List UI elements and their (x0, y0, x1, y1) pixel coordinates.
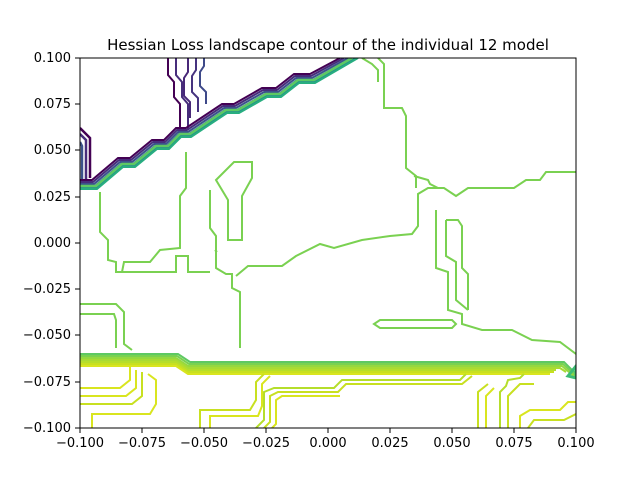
contour-purple-peak-1 (167, 58, 181, 132)
contour-horizontal-2 (80, 355, 576, 377)
y-tick-label-7: 0.075 (34, 97, 71, 112)
contour-green-center (235, 171, 576, 277)
contour-horizontal-1 (80, 353, 576, 375)
contour-right-edge (565, 363, 576, 380)
contour-horizontal-5 (80, 361, 556, 371)
contour-green-inner-2 (209, 190, 241, 348)
x-tick-label-2: −0.050 (180, 436, 228, 451)
contour-green-right-1 (435, 210, 576, 355)
y-tick-label-2: −0.050 (23, 328, 71, 343)
contour-left-purple-3 (80, 141, 84, 180)
contour-yellow-8 (263, 375, 473, 428)
x-tick-label-1: −0.075 (118, 436, 166, 451)
x-tick-label-6: 0.050 (433, 436, 470, 451)
contour-yellow-1 (80, 366, 131, 389)
contour-yellow-2 (80, 370, 137, 397)
x-tick-label-0: −0.100 (56, 436, 104, 451)
contour-yellow-10 (477, 383, 489, 428)
contour-green-top-3 (413, 175, 439, 189)
contour-purple-peak-5 (199, 58, 207, 104)
contour-yellow-13 (507, 383, 534, 428)
contour-green-top-2 (361, 58, 379, 82)
contour-yellow-11 (485, 387, 495, 428)
contour-green-center-dot (214, 249, 218, 253)
contour-horizontal-3 (80, 357, 576, 379)
contour-diagonal-1 (80, 58, 341, 181)
x-tick-label-4: 0.000 (309, 436, 346, 451)
chart-title: Hessian Loss landscape contour of the in… (107, 36, 549, 54)
contour-purple-peak-2 (175, 58, 189, 130)
contour-green-right-3 (446, 219, 469, 310)
contour-yellow-4 (91, 373, 157, 428)
contour-green-inner-1 (214, 161, 253, 241)
contour-diagonal-2 (80, 58, 345, 183)
contour-left-purple-2 (80, 133, 88, 180)
x-axis: −0.100 −0.075 −0.050 −0.025 0.000 0.025 … (56, 428, 595, 451)
contour-yellow-12 (499, 373, 525, 428)
contour-green-top-1 (377, 58, 417, 188)
y-tick-label-1: −0.075 (23, 375, 71, 390)
contour-lines (80, 58, 576, 428)
contour-green-bottom-left-2 (80, 313, 117, 348)
x-tick-label-8: 0.100 (557, 436, 594, 451)
contour-green-right-2 (445, 220, 469, 311)
y-axis: −0.100 −0.075 −0.050 −0.025 0.000 0.025 … (23, 51, 80, 436)
contour-horizontal-6 (80, 363, 554, 373)
contour-diagonal-7 (80, 58, 353, 188)
contour-diagonal-3 (80, 58, 349, 185)
y-tick-label-4: 0.000 (34, 236, 71, 251)
y-tick-label-8: 0.100 (34, 51, 71, 66)
y-tick-label-6: 0.050 (34, 143, 71, 158)
contour-yellow-15 (527, 413, 576, 428)
contour-green-left-1 (99, 192, 210, 273)
contour-yellow-5 (199, 373, 265, 428)
x-tick-label-5: 0.025 (371, 436, 408, 451)
contour-yellow-7 (255, 373, 467, 428)
contour-yellow-6 (209, 375, 271, 428)
contour-purple-peak-4 (191, 58, 199, 112)
contour-purple-peak-3 (183, 58, 191, 118)
y-tick-label-5: 0.025 (34, 190, 71, 205)
contour-yellow-3 (80, 372, 143, 405)
contour-yellow-9 (271, 395, 340, 428)
contour-horizontal-7 (80, 365, 550, 375)
contour-green-bottom-left-1 (80, 303, 133, 351)
contour-left-purple-1 (80, 127, 92, 178)
contour-horizontal-4 (80, 359, 567, 373)
y-tick-label-0: −0.100 (23, 421, 71, 436)
contour-diagonal-6 (80, 58, 359, 190)
contour-green-island (372, 319, 458, 329)
y-tick-label-3: −0.025 (23, 282, 71, 297)
contour-green-left-2 (121, 152, 187, 273)
x-tick-label-3: −0.025 (242, 436, 290, 451)
contour-yellow-14 (519, 401, 576, 428)
x-tick-label-7: 0.075 (495, 436, 532, 451)
